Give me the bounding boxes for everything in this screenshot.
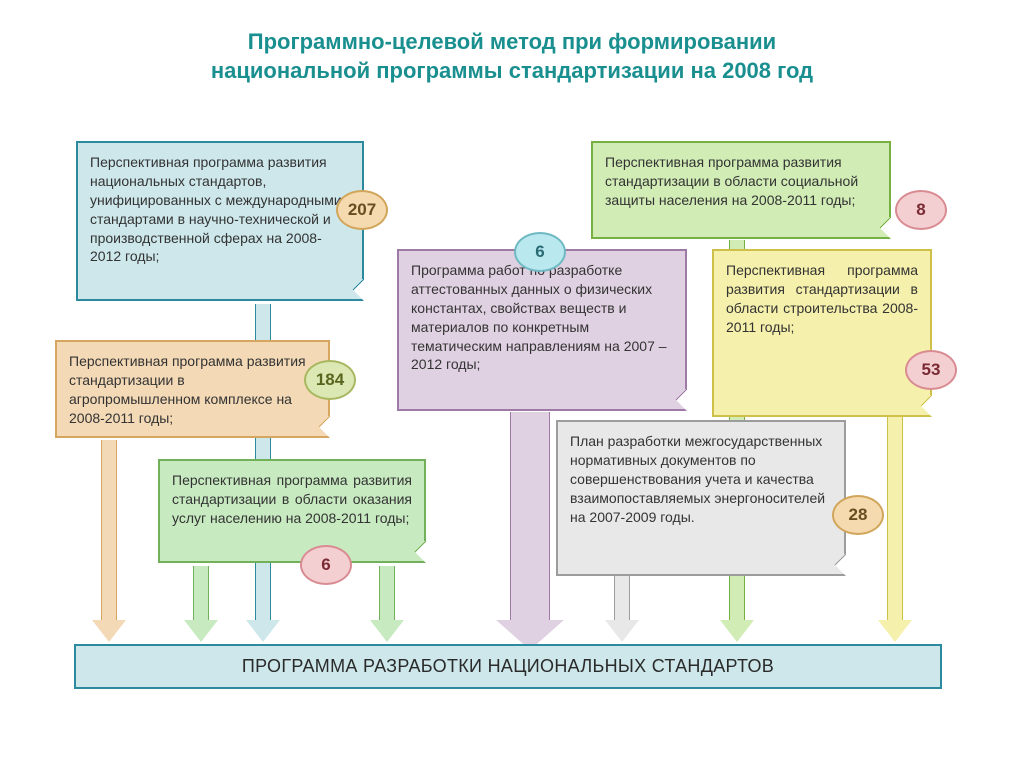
count-badge: 28 (832, 495, 884, 535)
count-badge: 6 (514, 232, 566, 272)
count-badge: 184 (304, 360, 356, 400)
count-badge: 6 (300, 545, 352, 585)
count-badge: 8 (895, 190, 947, 230)
count-badge: 53 (905, 350, 957, 390)
count-badge: 207 (336, 190, 388, 230)
badges-layer: 207 8 6 53 184 6 28 (0, 0, 1024, 767)
